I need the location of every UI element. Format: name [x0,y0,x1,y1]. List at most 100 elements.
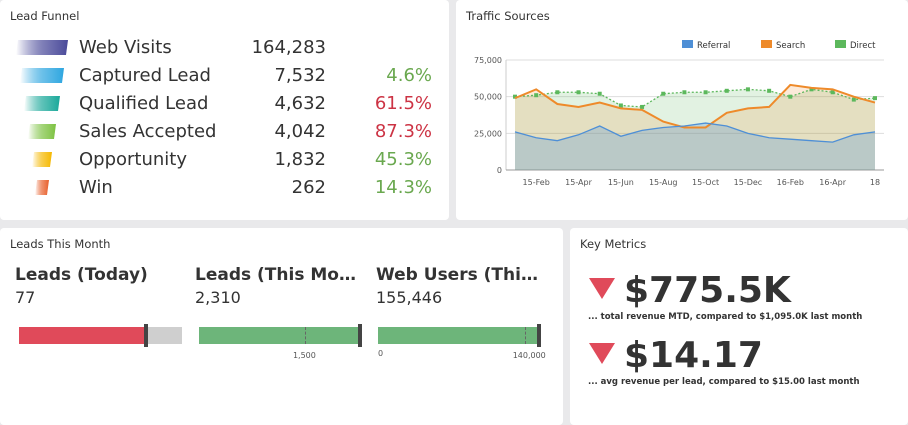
funnel-stage-name: Qualified Lead [79,93,209,114]
traffic-sources-title: Traffic Sources [466,9,550,23]
traffic-sources-panel: Traffic Sources 0 25,000 50,000 75,000 15-Fe… [456,0,908,220]
kpi-value: 77 [15,288,36,307]
kpi-label: Leads (This Mon... [195,265,367,285]
point-direct [618,103,623,108]
point-direct [513,94,517,99]
funnel-row-captured-lead: Captured Lead 7,532 4.6% [0,63,449,91]
metric-row: $775.5K... total revenue MTD, compared t… [588,270,898,330]
x-tick-label: 16-Apr [819,178,846,187]
point-direct [703,90,708,95]
funnel-stage-icon [20,68,64,83]
metric-value: $14.17 [624,335,763,376]
kpi-bullet-marker [537,324,542,347]
funnel-stage-conversion: 14.3% [374,177,432,198]
kpi-target-dash [524,327,526,344]
kpi-web-users-this-month: Web Users (This ... 155,446 [376,265,548,307]
x-tick-label: 15-Apr [565,178,592,187]
key-metrics-panel: Key Metrics $775.5K... total revenue MTD… [570,228,908,425]
point-direct [661,91,666,96]
line-referral [514,122,876,143]
funnel-stage-name: Sales Accepted [79,121,217,142]
point-direct [767,88,772,93]
area-direct [515,89,875,170]
funnel-stage-value: 7,532 [274,65,326,86]
x-tick-label: 16-Feb [777,178,804,187]
leads-this-month-title: Leads This Month [10,237,111,251]
kpi-bullet-fill [19,327,145,344]
metric-caption: ... total revenue MTD, compared to $1,09… [588,312,863,322]
metric-value: $775.5K [624,270,791,311]
y-tick-label: 50,000 [474,93,502,102]
funnel-stage-conversion: 87.3% [374,121,432,142]
point-direct [640,104,645,109]
funnel-stage-icon [24,96,60,111]
line-direct [514,88,876,108]
funnel-stage-conversion: 45.3% [374,149,432,170]
y-tick-label: 0 [497,166,502,175]
kpi-label: Leads (Today) [15,265,148,285]
funnel-row-sales-accepted: Sales Accepted 4,042 87.3% [0,119,449,147]
x-tick-label: 15-Jun [608,178,634,187]
point-direct [682,90,687,95]
kpi-bullet-fill [199,327,362,344]
kpi-leads-this-month: Leads (This Mon... 2,310 [195,265,367,307]
funnel-row-web-visits: Web Visits 164,283 [0,35,449,63]
kpi-value: 155,446 [376,288,443,307]
funnel-stage-value: 4,632 [274,93,326,114]
y-tick-label: 25,000 [474,129,502,138]
funnel-stage-conversion: 4.6% [386,65,432,86]
funnel-stage-value: 262 [291,177,326,198]
point-direct [809,87,814,92]
funnel-stage-value: 4,042 [274,121,326,142]
point-direct [745,87,750,92]
funnel-row-qualified-lead: Qualified Lead 4,632 61.5% [0,91,449,119]
funnel-stage-name: Opportunity [79,149,188,170]
lead-funnel-title: Lead Funnel [10,9,80,23]
funnel-stage-icon [28,124,56,139]
point-direct [576,90,581,95]
point-direct [597,91,602,96]
lead-funnel-panel: Lead Funnel Web Visits 164,283 Captured Le… [0,0,449,220]
funnel-stage-icon [32,152,52,167]
area-referral [515,123,875,170]
point-direct [724,88,729,93]
kpi-tick-label-min: 0 [378,349,384,358]
x-tick-label: 15-Oct [692,178,719,187]
point-direct [534,93,539,98]
legend-label-referral: Referral [697,41,730,51]
funnel-stage-icon [16,40,68,55]
funnel-row-win: Win 262 14.3% [0,175,449,203]
funnel-stage-value: 1,832 [274,149,326,170]
legend-swatch-search [761,40,772,48]
funnel-stage-name: Win [79,177,113,198]
kpi-tick-label: 140,000 [512,351,546,360]
kpi-tick-label: 1,500 [292,351,316,360]
point-direct [555,90,560,95]
point-direct [788,94,793,99]
kpi-target-dash [304,327,306,344]
kpi-bullet-track [199,324,363,347]
metric-caption: ... avg revenue per lead, compared to $1… [588,377,860,387]
funnel-stage-conversion: 61.5% [374,93,432,114]
kpi-bullet-track [378,324,542,347]
kpi-leads-today: Leads (Today) 77 [15,265,187,307]
legend-swatch-referral [682,40,693,48]
kpi-bullet-fill [378,327,541,344]
leads-this-month-panel: Leads This Month Leads (Today) 77 Leads (T… [0,228,563,425]
kpi-bullet-marker [358,324,363,347]
x-tick-label: 15-Feb [523,178,550,187]
y-tick-label: 75,000 [474,56,502,65]
point-direct [873,96,877,101]
trend-down-icon [589,343,615,364]
kpi-label: Web Users (This ... [376,265,548,285]
line-search [514,83,876,129]
kpi-bullet-marker [144,324,149,347]
kpi-bullet-track [19,324,182,347]
point-direct [830,90,835,95]
funnel-stage-value: 164,283 [251,37,326,58]
x-tick-label: 15-Dec [734,178,763,187]
funnel-stage-icon [35,180,49,195]
point-direct [851,97,856,102]
metric-row: $14.17... avg revenue per lead, compared… [588,335,898,395]
funnel-stage-name: Captured Lead [79,65,211,86]
